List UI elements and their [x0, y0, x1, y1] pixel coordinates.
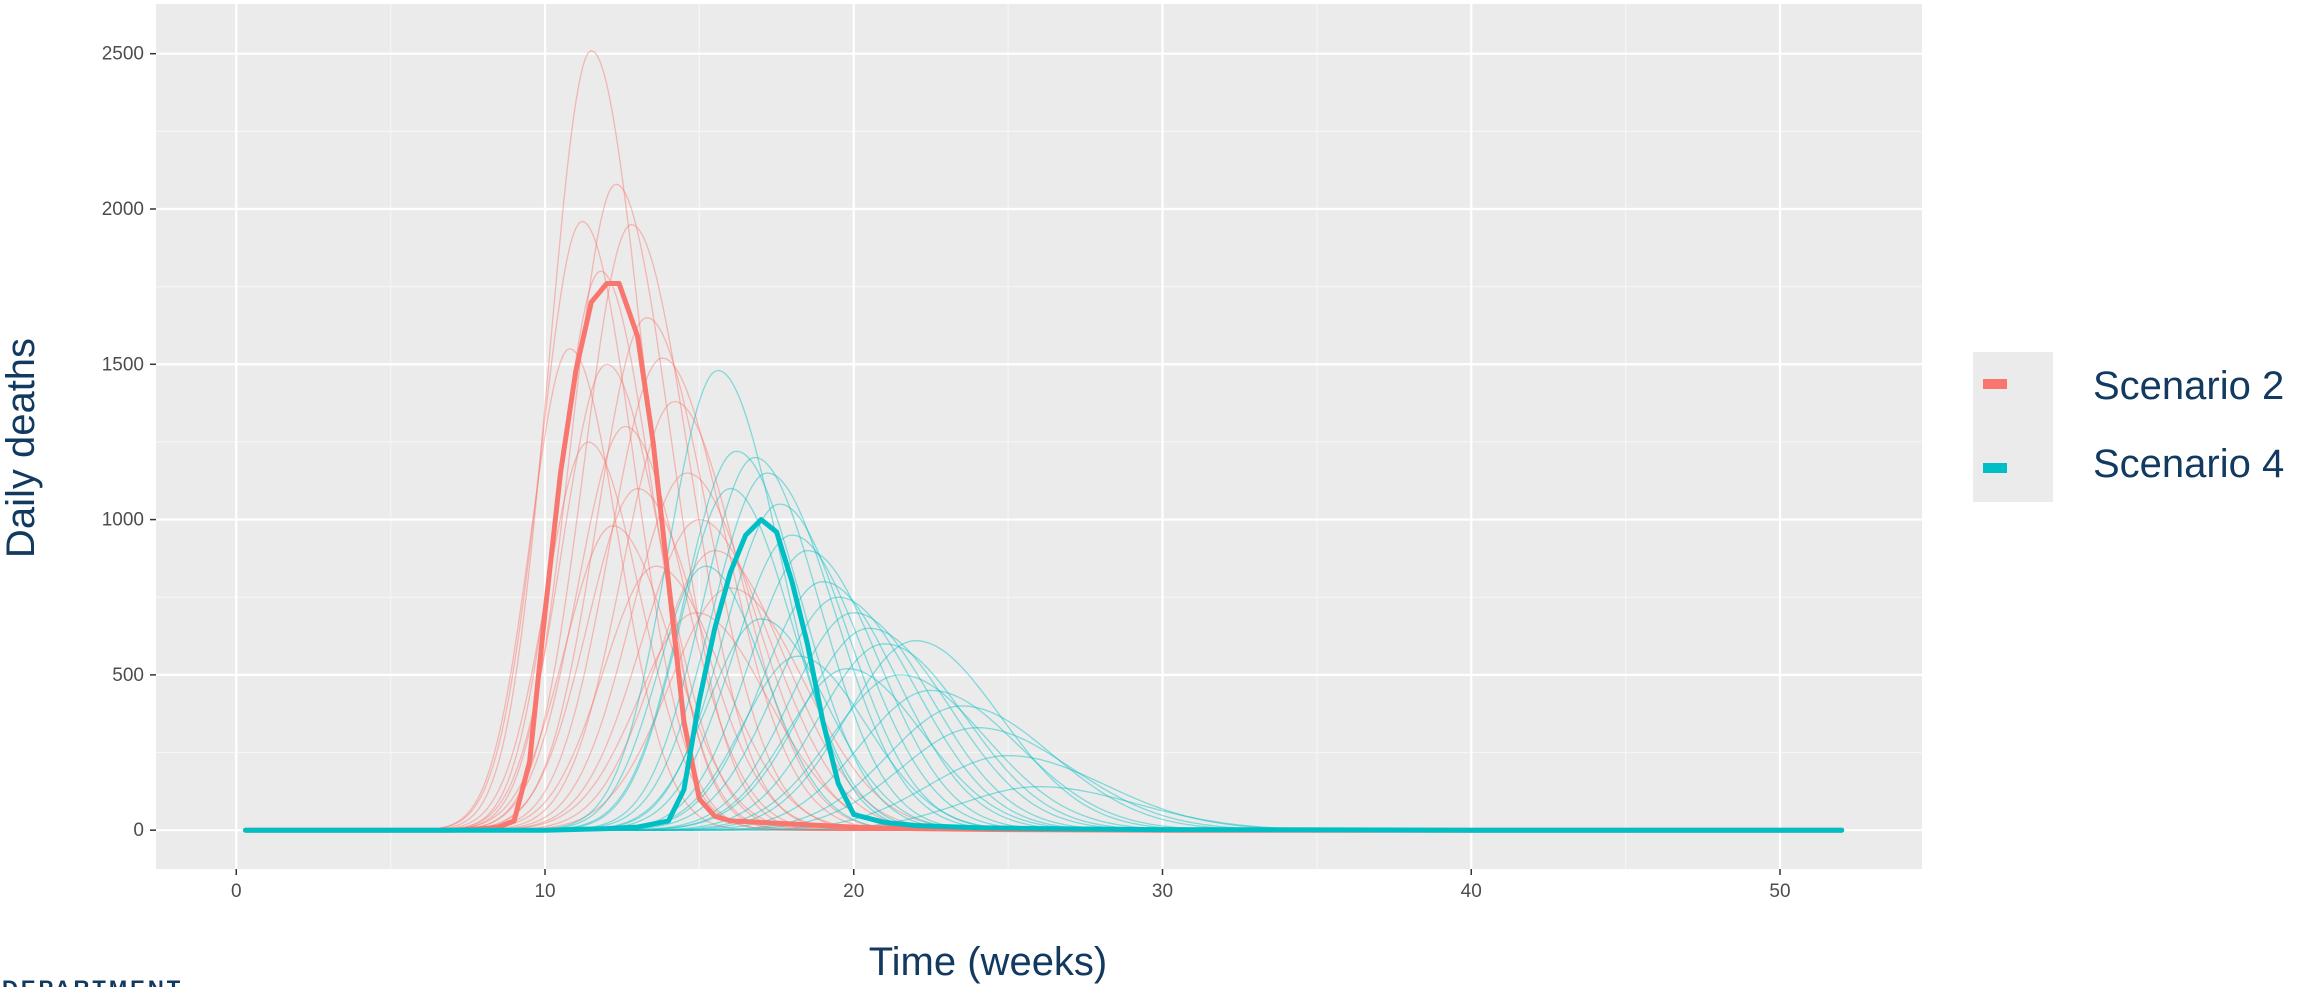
x-tick-label: 50 — [1769, 881, 1790, 902]
minor-gridlines — [156, 4, 1922, 869]
legend-label-scenario-4: Scenario 4 — [2093, 442, 2284, 486]
y-axis-title: Daily deaths — [0, 338, 43, 558]
central-estimate-lines — [243, 281, 1845, 833]
legend-label-scenario-2: Scenario 2 — [2093, 364, 2284, 408]
x-axis-title: Time (weeks) — [869, 940, 1108, 984]
y-tick-label: 1000 — [102, 510, 144, 531]
x-tick-label: 20 — [843, 881, 864, 902]
y-tick-label: 1500 — [102, 354, 144, 375]
x-tick-label: 0 — [231, 881, 242, 902]
y-tick-label: 2500 — [102, 44, 144, 65]
y-tick-label: 500 — [112, 665, 144, 686]
legend: Scenario 2 Scenario 4 — [1973, 352, 2284, 502]
y-tick-label: 0 — [133, 820, 144, 841]
x-tick-label: 10 — [534, 881, 555, 902]
legend-key-background — [1973, 352, 2053, 502]
footer-org-text: DEPARTMENT — [2, 976, 183, 987]
x-tick-label: 40 — [1461, 881, 1482, 902]
y-tick-label: 2000 — [102, 199, 144, 220]
series-line-scenario-2 — [243, 281, 1845, 833]
plot-panel — [156, 4, 1922, 869]
x-tick-label: 30 — [1152, 881, 1173, 902]
series-line-scenario-4 — [243, 517, 1845, 833]
